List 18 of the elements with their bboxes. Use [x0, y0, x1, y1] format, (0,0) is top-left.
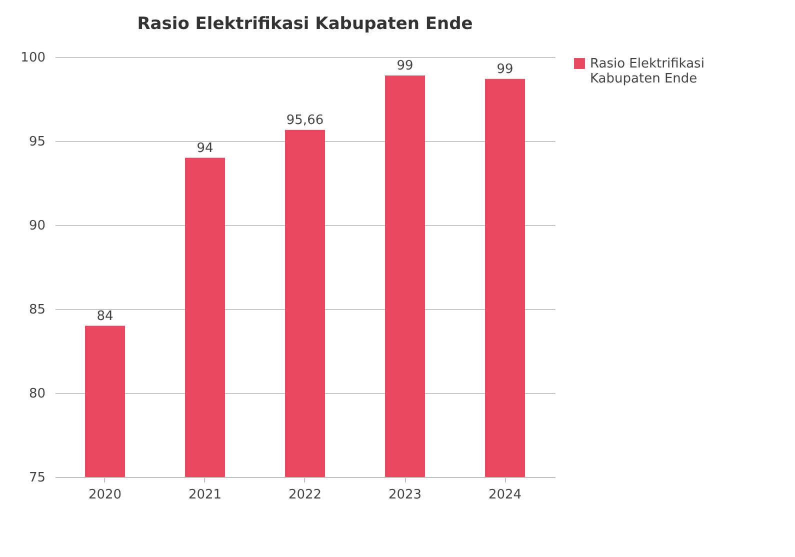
- y-tick-label: 100: [20, 50, 46, 66]
- x-tick-label: 2023: [388, 488, 422, 502]
- x-tick-label: 2020: [88, 488, 122, 502]
- text: 99: [396, 58, 414, 74]
- y-tick-label: 80: [28, 386, 46, 402]
- y-tick-label: 85: [28, 302, 46, 318]
- text: 84: [96, 308, 114, 324]
- y-tick-label: 75: [28, 470, 46, 486]
- text: 94: [196, 140, 214, 156]
- legend-label: Rasio Elektrifikasi Kabupaten Ende: [590, 56, 704, 86]
- text: 99: [496, 62, 514, 77]
- x-tick-label: 2024: [488, 488, 522, 502]
- x-tick-label: 2022: [288, 488, 322, 502]
- y-tick-label: 95: [28, 134, 46, 150]
- text: 95,66: [286, 112, 324, 128]
- x-tick-label: 2021: [188, 488, 222, 502]
- y-tick-label: 90: [28, 218, 46, 234]
- chart-title: Rasio Elektrifikasi Kabupaten Ende: [137, 14, 473, 34]
